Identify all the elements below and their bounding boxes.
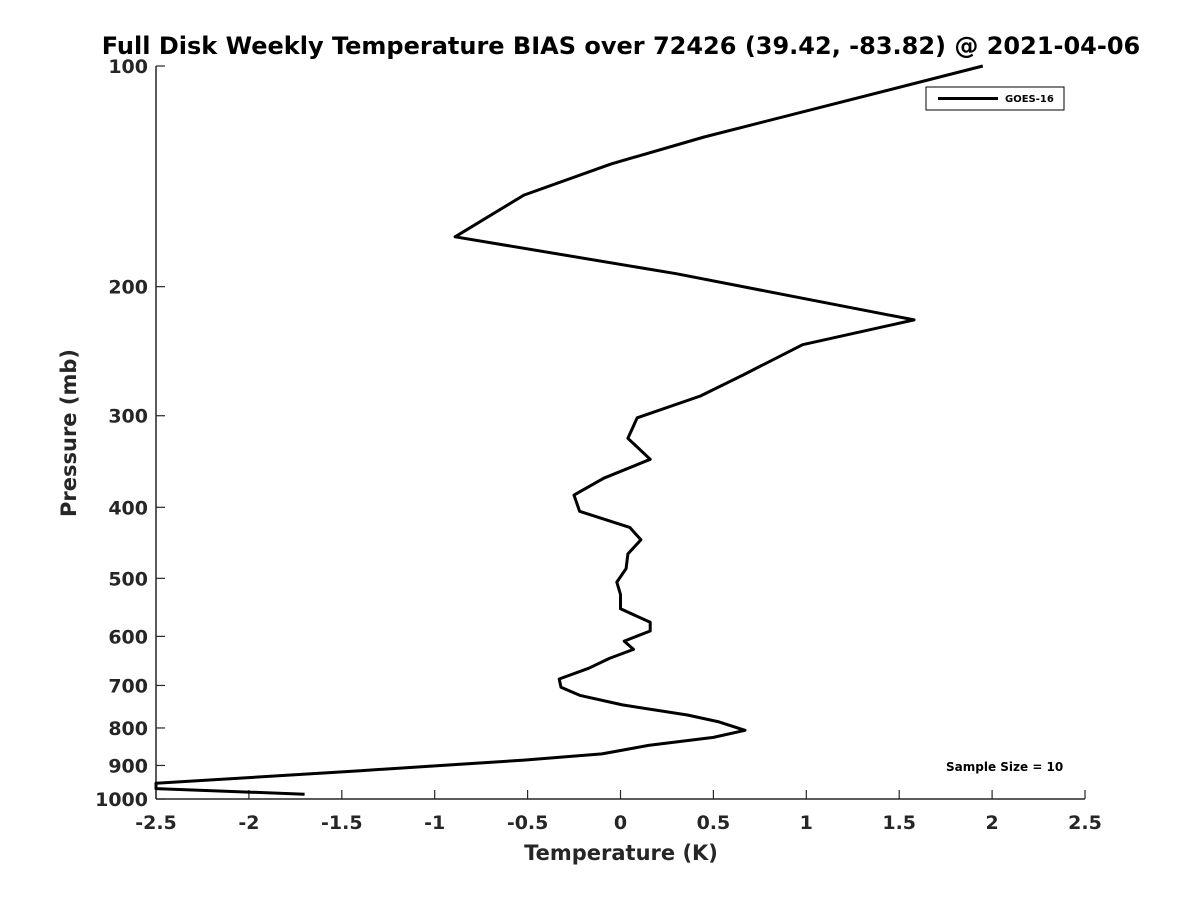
- series-group: [154, 64, 984, 796]
- x-tick-label: -0.5: [507, 812, 549, 834]
- axes: [155, 66, 1085, 800]
- y-tick-label: 900: [108, 755, 148, 777]
- x-tick-label: 1: [800, 812, 813, 834]
- x-tick-label: -2.5: [135, 812, 177, 834]
- chart-title: Full Disk Weekly Temperature BIAS over 7…: [102, 32, 1141, 60]
- x-tick-label: 2: [985, 812, 998, 834]
- y-tick-label: 100: [108, 56, 148, 78]
- sample-size-annotation: Sample Size = 10: [946, 760, 1063, 774]
- x-tick-label: 1.5: [882, 812, 916, 834]
- y-tick-label: 700: [108, 675, 148, 697]
- y-tick-label: 800: [108, 718, 148, 740]
- x-tick-label: 0.5: [697, 812, 731, 834]
- x-tick-label: 0: [614, 812, 627, 834]
- y-tick-label: 300: [108, 406, 148, 428]
- y-axis-label: Pressure (mb): [57, 349, 81, 517]
- y-tick-label: 400: [108, 497, 148, 519]
- x-tick-label: -1: [424, 812, 445, 834]
- x-tick-label: 2.5: [1068, 812, 1102, 834]
- series-line-goes-16: [154, 64, 984, 796]
- tick-group: -2.5 -2 -1.5 -1 -0.5 0 0.5 1 1.5 2 2.5 100 200 300 400…: [95, 56, 1102, 834]
- y-tick-label: 200: [108, 277, 148, 299]
- x-tick-label: -2: [238, 812, 259, 834]
- y-tick-label: 600: [108, 626, 148, 648]
- y-tick-label: 1000: [95, 789, 148, 811]
- legend-label-goes-16: GOES-16: [1005, 94, 1054, 105]
- y-tick-label: 500: [108, 568, 148, 590]
- legend: GOES-16: [925, 86, 1065, 111]
- x-tick-label: -1.5: [321, 812, 363, 834]
- x-axis-label: Temperature (K): [524, 841, 718, 865]
